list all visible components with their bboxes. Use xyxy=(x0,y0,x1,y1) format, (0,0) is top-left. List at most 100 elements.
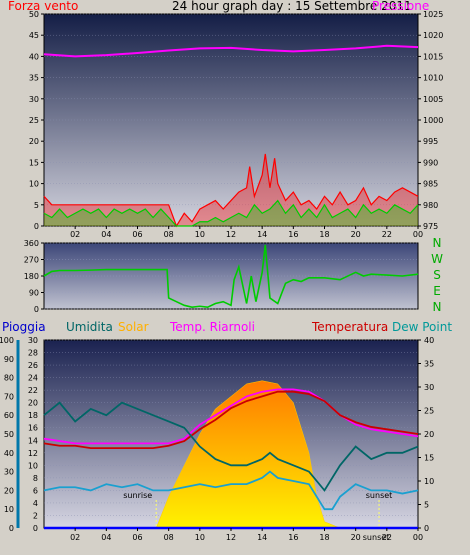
wind-tick-label: 10 xyxy=(29,180,39,189)
x-tick-label: 16 xyxy=(288,533,298,542)
left-tick-label: 14 xyxy=(28,436,38,445)
left-tick-label: 24 xyxy=(28,374,38,383)
left-tick-label: 26 xyxy=(28,361,38,370)
pressure-tick-label: 1025 xyxy=(423,10,443,19)
x-tick-label: 02 xyxy=(70,230,80,239)
direction-tick-label: 270 xyxy=(24,256,39,265)
rain-tick-label: 20 xyxy=(4,486,14,495)
wind-tick-label: 0 xyxy=(34,222,39,231)
wind-chart: 0510152025303540455097598098599099510001… xyxy=(29,10,444,239)
sunset-axis-label: sunset xyxy=(363,533,390,542)
x-tick-label: 18 xyxy=(319,533,329,542)
temp-tick-label: 20 xyxy=(424,430,434,439)
wind-tick-label: 15 xyxy=(29,158,39,167)
dewpoint-legend: Dew Point xyxy=(392,320,452,334)
x-tick-label: 04 xyxy=(101,533,111,542)
x-tick-label: 00 xyxy=(413,230,423,239)
rain-tick-label: 60 xyxy=(4,411,14,420)
wind-series-area xyxy=(44,153,418,226)
pressure-line xyxy=(43,44,419,58)
left-tick-label: 4 xyxy=(33,499,38,508)
x-tick-label: 06 xyxy=(132,230,142,239)
humidity-line xyxy=(43,401,419,492)
left-tick-label: 2 xyxy=(33,511,38,520)
direction-tick-label: 0 xyxy=(34,305,39,314)
pressure-tick-label: 1005 xyxy=(423,95,443,104)
x-tick-label: 20 xyxy=(351,230,361,239)
wind-tick-label: 45 xyxy=(29,31,39,40)
pressure-tick-label: 990 xyxy=(423,158,438,167)
rain-tick-label: 30 xyxy=(4,468,14,477)
rain-tick-label: 100 xyxy=(0,336,14,345)
x-tick-label: 16 xyxy=(288,230,298,239)
rain-tick-label: 50 xyxy=(4,430,14,439)
x-tick-label: 12 xyxy=(226,533,236,542)
x-tick-label: 14 xyxy=(257,230,267,239)
temp-tick-label: 30 xyxy=(424,383,434,392)
pressure-tick-label: 985 xyxy=(423,180,438,189)
rain-tick-label: 10 xyxy=(4,505,14,514)
temp-tick-label: 0 xyxy=(424,524,429,533)
compass-label: E xyxy=(433,284,441,298)
left-tick-label: 22 xyxy=(28,386,38,395)
direction-tick-label: 90 xyxy=(29,289,39,298)
wind-tick-label: 50 xyxy=(29,10,39,19)
humidity-legend: Umidita xyxy=(66,320,113,334)
x-tick-label: 22 xyxy=(382,230,392,239)
left-tick-label: 6 xyxy=(33,486,38,495)
direction-line xyxy=(43,244,419,308)
wind-line xyxy=(43,199,419,227)
pressure-axis-label: Pressione xyxy=(372,0,429,13)
rain-legend: Pioggia xyxy=(2,320,46,334)
x-tick-label: 10 xyxy=(195,533,205,542)
wind-line xyxy=(43,153,419,228)
x-tick-label: 04 xyxy=(101,230,111,239)
pressure-tick-label: 1010 xyxy=(423,74,443,83)
left-tick-label: 0 xyxy=(33,524,38,533)
temp-tick-label: 35 xyxy=(424,360,434,369)
pressure-tick-label: 975 xyxy=(423,222,438,231)
rain-tick-label: 90 xyxy=(4,355,14,364)
pressure-tick-label: 1000 xyxy=(423,116,443,125)
left-tick-label: 12 xyxy=(28,449,38,458)
left-tick-label: 28 xyxy=(28,349,38,358)
dewpoint-line xyxy=(43,470,419,511)
temp-tick-label: 40 xyxy=(424,336,434,345)
x-tick-label: 08 xyxy=(164,533,174,542)
compass-label: W xyxy=(431,252,443,266)
x-tick-label: 20 xyxy=(351,533,361,542)
wind-series-area xyxy=(44,200,418,226)
compass-label: S xyxy=(433,268,441,282)
x-tick-label: 18 xyxy=(319,230,329,239)
wind-tick-label: 30 xyxy=(29,95,39,104)
temp-riarnoli-line xyxy=(43,388,419,445)
temp-tick-label: 15 xyxy=(424,454,434,463)
solar-area xyxy=(44,380,418,529)
x-tick-label: 22 xyxy=(382,533,392,542)
sunset-label: sunset xyxy=(366,491,393,500)
pressure-tick-label: 1015 xyxy=(423,52,443,61)
direction-tick-label: 180 xyxy=(24,272,39,281)
x-tick-label: 12 xyxy=(226,230,236,239)
wind-tick-label: 20 xyxy=(29,137,39,146)
wind-axis-label: Forza vento xyxy=(8,0,78,13)
compass-label: N xyxy=(433,300,442,314)
x-tick-label: 10 xyxy=(195,230,205,239)
temp-tick-label: 10 xyxy=(424,477,434,486)
wind-tick-label: 40 xyxy=(29,52,39,61)
x-tick-label: 06 xyxy=(132,533,142,542)
left-tick-label: 30 xyxy=(28,336,38,345)
pressure-tick-label: 995 xyxy=(423,137,438,146)
rain-tick-label: 80 xyxy=(4,374,14,383)
left-tick-label: 8 xyxy=(33,474,38,483)
wind-tick-label: 35 xyxy=(29,74,39,83)
direction-tick-label: 360 xyxy=(24,239,39,248)
temp-tick-label: 5 xyxy=(424,501,429,510)
x-tick-label: 08 xyxy=(164,230,174,239)
chart-title: 24 hour graph day : 15 Settembre 2011 xyxy=(172,0,412,13)
x-tick-label: 00 xyxy=(413,533,423,542)
wind-tick-label: 25 xyxy=(29,116,39,125)
rain-tick-label: 70 xyxy=(4,392,14,401)
